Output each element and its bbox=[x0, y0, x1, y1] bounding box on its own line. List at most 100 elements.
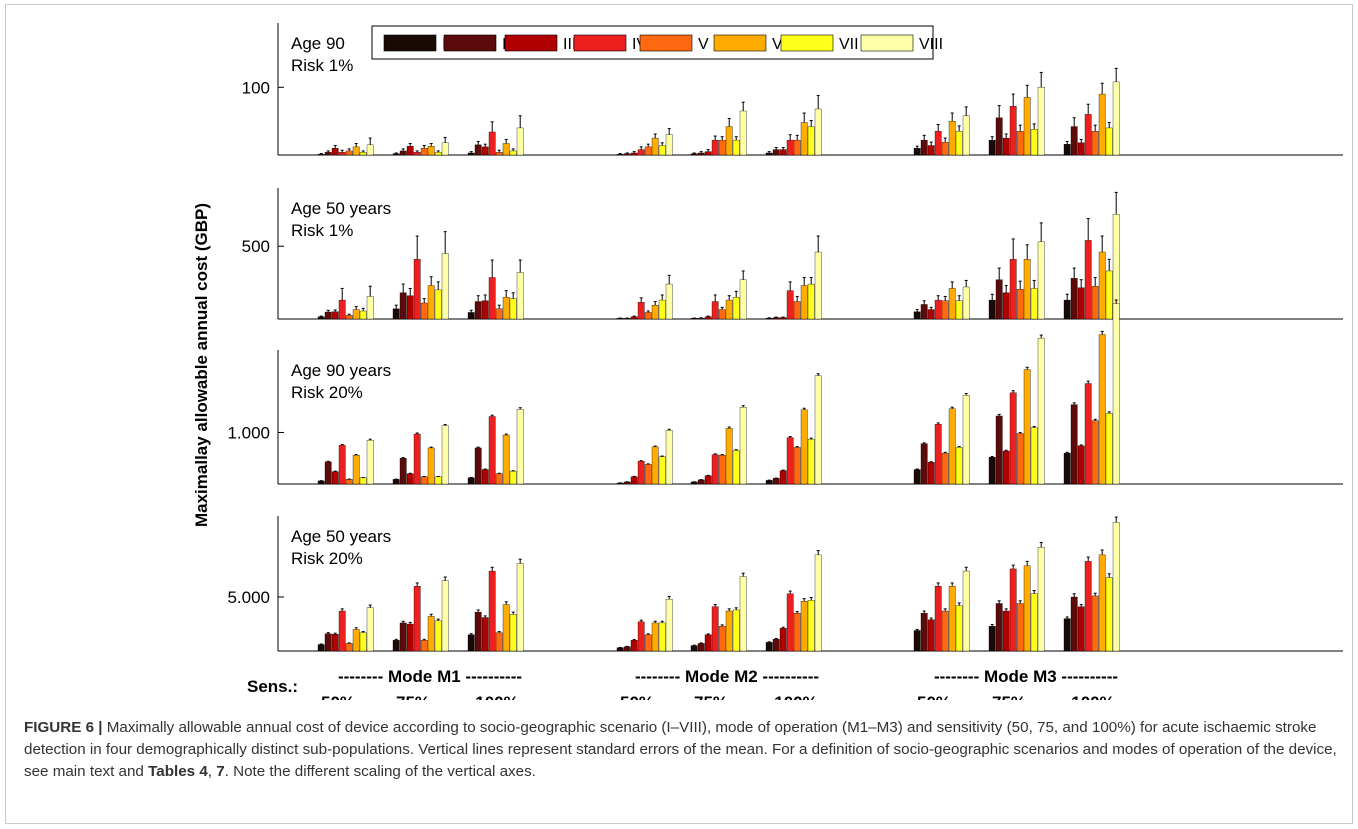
bar bbox=[366, 440, 374, 485]
bar bbox=[934, 424, 942, 485]
bar bbox=[800, 285, 808, 320]
bar bbox=[516, 127, 524, 156]
bar bbox=[913, 469, 921, 485]
bar bbox=[732, 609, 740, 652]
bar bbox=[995, 415, 1003, 485]
bar bbox=[718, 139, 726, 156]
bar bbox=[1084, 240, 1092, 320]
bar bbox=[988, 625, 996, 652]
bar bbox=[352, 629, 360, 652]
bar bbox=[1098, 334, 1106, 485]
y-tick-label: 1.000 bbox=[227, 423, 270, 442]
bar bbox=[941, 610, 949, 652]
bar bbox=[786, 290, 794, 320]
bar bbox=[502, 604, 510, 652]
bar bbox=[623, 646, 631, 652]
bar bbox=[1105, 413, 1113, 485]
bar bbox=[502, 143, 510, 156]
bar bbox=[1009, 568, 1017, 652]
panel-1: 100 Age 90 Risk 1% bbox=[242, 23, 1343, 156]
bar bbox=[962, 570, 970, 652]
bar bbox=[1030, 288, 1038, 320]
bar bbox=[1002, 137, 1010, 156]
bar bbox=[718, 309, 726, 320]
bar bbox=[644, 312, 652, 320]
bar bbox=[637, 621, 645, 652]
sensitivity-label: 50% bbox=[917, 693, 951, 700]
bar bbox=[658, 299, 666, 320]
bar bbox=[704, 475, 712, 485]
bar bbox=[509, 298, 517, 320]
bar bbox=[807, 126, 815, 156]
bar bbox=[1009, 259, 1017, 320]
bar bbox=[718, 625, 726, 652]
bar bbox=[623, 153, 631, 156]
bar bbox=[955, 605, 963, 652]
bar bbox=[359, 152, 367, 156]
bar bbox=[948, 120, 956, 156]
panel-title-line: Risk 1% bbox=[291, 221, 353, 240]
bar bbox=[927, 619, 935, 652]
bar bbox=[441, 142, 449, 156]
bar bbox=[779, 470, 787, 485]
bar bbox=[962, 286, 970, 320]
bar bbox=[331, 148, 339, 156]
bar bbox=[665, 430, 673, 485]
bar bbox=[1023, 565, 1031, 652]
bar bbox=[1009, 392, 1017, 485]
bar bbox=[651, 446, 659, 485]
bar bbox=[739, 576, 747, 652]
bar bbox=[413, 433, 421, 485]
figure-caption: FIGURE 6 | Maximally allowable annual co… bbox=[24, 717, 1340, 783]
bar bbox=[488, 570, 496, 652]
bar bbox=[345, 643, 353, 652]
sensitivity-label: 100% bbox=[1071, 693, 1114, 700]
legend-label: VIII bbox=[919, 36, 943, 53]
bar bbox=[481, 469, 489, 485]
bar bbox=[1105, 577, 1113, 652]
sensitivity-label: 100% bbox=[475, 693, 518, 700]
bar bbox=[1063, 452, 1071, 485]
bar bbox=[995, 279, 1003, 320]
legend-label: III bbox=[563, 36, 576, 53]
bar bbox=[913, 311, 921, 320]
bar bbox=[772, 478, 780, 485]
bar bbox=[488, 416, 496, 485]
bar bbox=[474, 611, 482, 652]
y-tick-label: 100 bbox=[242, 78, 270, 97]
bar bbox=[1070, 126, 1078, 156]
bar bbox=[1023, 369, 1031, 485]
bar bbox=[324, 633, 332, 652]
panel-2: 500 Age 50 years Risk 1% bbox=[242, 188, 1343, 320]
bar bbox=[725, 428, 733, 485]
bar bbox=[420, 148, 428, 156]
bar bbox=[800, 122, 808, 156]
bar bbox=[690, 645, 698, 652]
caption-tables-ref: Tables 4 bbox=[148, 763, 208, 780]
panel-title-line: Risk 20% bbox=[291, 549, 363, 568]
panel-title-line: Age 50 years bbox=[291, 199, 391, 218]
legend-swatch bbox=[573, 34, 627, 52]
bar bbox=[338, 152, 346, 156]
bar bbox=[1023, 259, 1031, 320]
bar bbox=[995, 117, 1003, 156]
bar bbox=[941, 452, 949, 485]
bar bbox=[366, 296, 374, 320]
bar bbox=[1098, 251, 1106, 320]
figure-frame bbox=[5, 4, 1353, 824]
bar bbox=[718, 454, 726, 485]
bar bbox=[352, 454, 360, 485]
bar bbox=[732, 450, 740, 485]
bar bbox=[739, 279, 747, 320]
bar bbox=[495, 308, 503, 320]
bar bbox=[786, 437, 794, 485]
bar bbox=[704, 634, 712, 652]
legend-label: VII bbox=[839, 36, 859, 53]
bar bbox=[704, 151, 712, 156]
caption-text-3: . Note the different scaling of the vert… bbox=[224, 763, 536, 780]
bar bbox=[1023, 97, 1031, 156]
sensitivity-label: 100% bbox=[774, 693, 817, 700]
bar bbox=[913, 148, 921, 156]
bar bbox=[434, 289, 442, 320]
bar bbox=[665, 134, 673, 156]
